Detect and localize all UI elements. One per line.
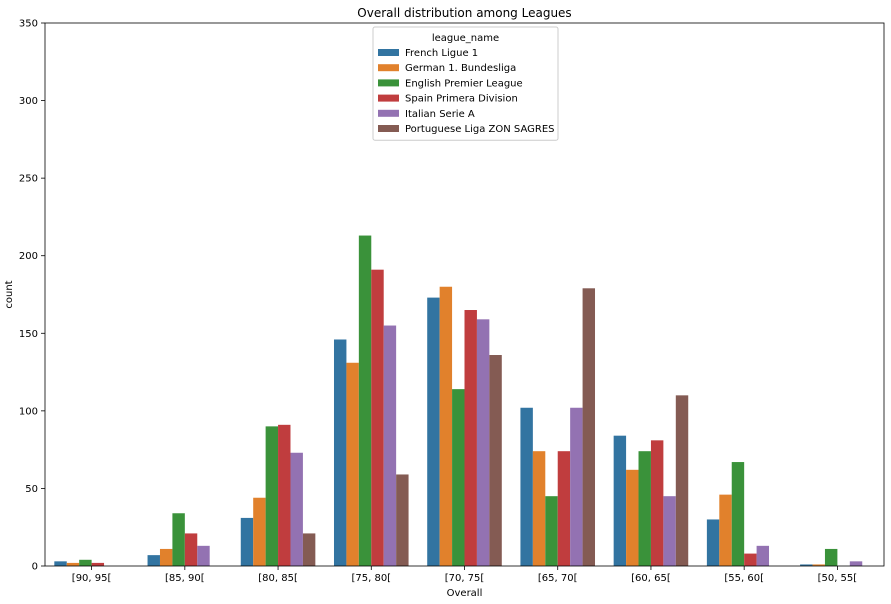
bar: [489, 355, 502, 566]
bar: [333, 339, 347, 566]
legend-swatch: [378, 125, 399, 132]
bar: [278, 424, 291, 566]
bar: [302, 533, 316, 566]
bars-layer: [54, 235, 863, 566]
y-axis-label: count: [4, 280, 15, 308]
y-tick-label: 100: [19, 406, 38, 417]
bar: [253, 497, 266, 566]
bar: [812, 564, 825, 566]
y-tick-label: 150: [19, 329, 38, 340]
x-tick-label: [75, 80[: [351, 573, 391, 584]
bar: [613, 435, 627, 566]
x-tick-label: [65, 70[: [538, 573, 578, 584]
legend-swatch: [378, 64, 399, 72]
y-tick-label: 200: [19, 251, 38, 262]
legend-label: Portuguese Liga ZON SAGRES: [405, 124, 555, 135]
legend-label: Spain Primera Division: [405, 94, 518, 105]
y-tick-label: 50: [25, 484, 38, 495]
bar: [756, 545, 770, 566]
bar: [91, 562, 105, 566]
bar: [800, 564, 813, 566]
bar: [464, 310, 477, 566]
bar: [706, 519, 720, 566]
x-tick-label: [70, 75[: [445, 573, 485, 584]
y-tick-label: 350: [19, 19, 38, 30]
legend-swatch: [378, 79, 399, 87]
bar: [476, 319, 490, 566]
legend-label: French Ligue 1: [405, 48, 478, 59]
legend-swatch: [378, 94, 399, 102]
bar: [159, 548, 173, 566]
x-tick-label: [60, 65[: [631, 573, 671, 584]
bar: [346, 362, 359, 566]
legend-swatch: [378, 109, 399, 117]
bar: [172, 513, 185, 566]
bar: [626, 469, 639, 566]
bar: [358, 235, 372, 566]
legend-label: Italian Serie A: [405, 109, 475, 120]
x-tick-label: [55, 60[: [724, 573, 764, 584]
bar: [290, 452, 303, 566]
bar: [439, 286, 453, 566]
bar: [650, 440, 664, 566]
bar: [371, 269, 384, 566]
bar: [731, 462, 745, 566]
bar: [427, 297, 440, 566]
bar: [545, 496, 558, 566]
bar: [197, 545, 210, 566]
bar: [66, 562, 80, 566]
x-tick-label: [85, 90[: [165, 573, 205, 584]
legend-label: English Premier League: [405, 78, 523, 89]
bar: [638, 451, 651, 566]
bar: [570, 407, 583, 566]
bar: [240, 517, 254, 566]
bar: [744, 553, 757, 566]
bar: [383, 325, 397, 566]
bar: [675, 395, 689, 566]
x-tick-label: [90, 95[: [72, 573, 112, 584]
y-tick-label: 300: [19, 96, 38, 107]
bar: [79, 559, 92, 566]
bar: [184, 533, 198, 566]
bar: [582, 288, 596, 566]
bar: [557, 451, 571, 566]
legend: league_name French Ligue 1 German 1. Bund…: [372, 26, 559, 141]
legend-swatch: [378, 49, 399, 56]
bar: [147, 555, 160, 566]
bar: [396, 474, 409, 566]
bar: [824, 548, 838, 566]
bar: [532, 451, 546, 566]
bar: [265, 426, 279, 566]
bar: [452, 389, 465, 566]
x-axis-label: Overall: [447, 588, 483, 599]
chart-title: Overall distribution among Leagues: [357, 6, 571, 20]
axes-layer: 0 50 100 150 200 250 300 350 [90, 95[ [85, 90[ [80…: [19, 19, 885, 584]
legend-box: [372, 26, 559, 141]
y-tick-label: 250: [19, 174, 38, 185]
bar: [849, 561, 863, 566]
legend-title: league_name: [432, 33, 499, 44]
y-tick-label: 0: [32, 562, 38, 573]
bar: [719, 494, 732, 566]
x-tick-label: [80, 85[: [258, 573, 298, 584]
legend-label: German 1. Bundesliga: [405, 63, 516, 74]
bar: [54, 561, 67, 566]
x-tick-label: [50, 55[: [818, 573, 858, 584]
bar: [663, 496, 676, 566]
bar: [520, 407, 533, 566]
